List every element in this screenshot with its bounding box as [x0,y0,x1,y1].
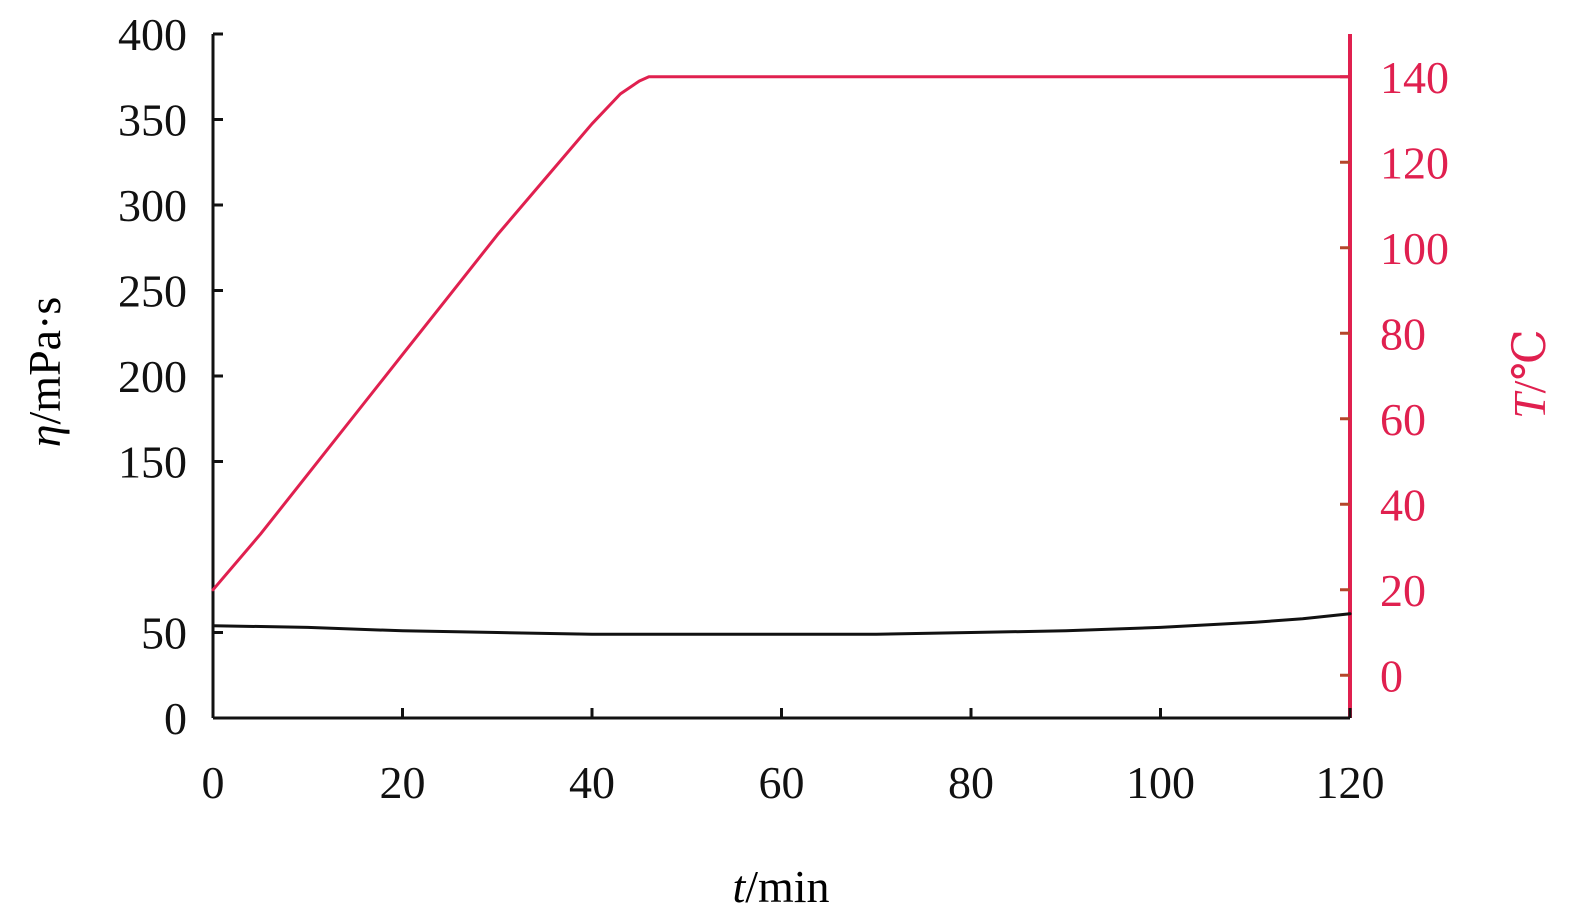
right-y-tick-label: 100 [1380,223,1449,274]
x-tick-label: 40 [569,757,615,808]
left-y-tick-label: 200 [118,351,187,402]
left-y-tick-label: 350 [118,95,187,146]
right-y-tick-label: 0 [1380,650,1403,701]
left-y-tick-label: 300 [118,180,187,231]
right-y-tick-label: 140 [1380,52,1449,103]
right-y-tick-label: 40 [1380,479,1426,530]
right-y-axis: 0 20 40 60 80 100 120 140 [1340,34,1449,718]
x-axis-label: t/min [732,861,829,912]
right-y-tick-label: 20 [1380,565,1426,616]
left-y-tick-label: 50 [141,608,187,659]
x-axis: 0 20 40 60 80 100 120 [202,708,1385,808]
left-y-axis: 0 50 150 200 250 300 350 400 [118,9,223,744]
right-y-axis-label: T/℃ [1504,329,1555,419]
series-layer [211,75,1352,636]
x-tick-label: 20 [380,757,426,808]
x-tick-label: 100 [1126,757,1195,808]
x-tick-label: 120 [1316,757,1385,808]
x-tick-label: 80 [948,757,994,808]
viscosity-series-line [211,612,1352,636]
left-y-tick-label: 0 [164,693,187,744]
left-y-tick-label: 400 [118,9,187,60]
right-y-tick-label: 80 [1380,308,1426,359]
right-y-tick-label: 60 [1380,394,1426,445]
x-tick-label: 60 [759,757,805,808]
left-y-tick-label: 150 [118,437,187,488]
right-y-tick-label: 120 [1380,137,1449,188]
temperature-series-line [211,75,1352,592]
left-y-axis-label: η/mPa·s [19,297,70,448]
x-tick-label: 0 [202,757,225,808]
left-y-tick-label: 250 [118,266,187,317]
